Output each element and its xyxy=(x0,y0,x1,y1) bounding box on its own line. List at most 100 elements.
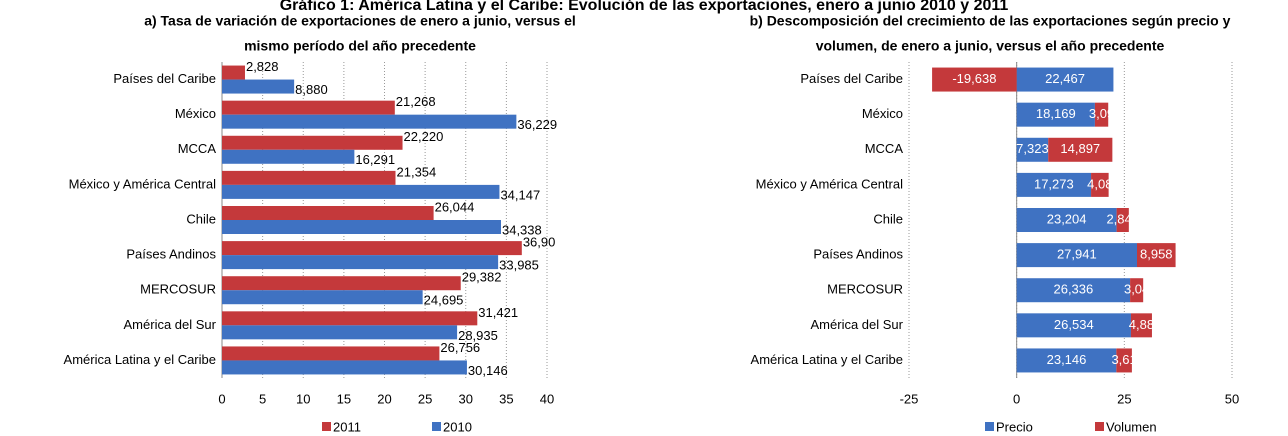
bar xyxy=(222,290,423,305)
x-tick-label: 5 xyxy=(259,391,266,406)
bar xyxy=(222,135,403,150)
category-label: México xyxy=(175,106,216,121)
x-tick-label: 30 xyxy=(459,391,473,406)
data-label: 4,88 xyxy=(1129,317,1154,332)
category-label: México xyxy=(862,106,903,121)
data-label: 14,897 xyxy=(1060,141,1100,156)
data-label: 23,204 xyxy=(1047,211,1087,226)
chart-title: Gráfico 1: América Latina y el Caribe: E… xyxy=(280,0,1009,14)
panel-title: volumen, de enero a junio, versus el año… xyxy=(816,38,1165,54)
data-label: 3,04 xyxy=(1124,282,1149,297)
legend-label: 2010 xyxy=(443,419,472,434)
x-tick-label: 40 xyxy=(540,391,554,406)
data-label: 21,268 xyxy=(396,94,436,109)
category-label: Países Andinos xyxy=(813,247,903,262)
category-label: América Latina y el Caribe xyxy=(64,352,216,367)
bar-segment xyxy=(1016,67,1114,92)
bar-segment xyxy=(1016,208,1117,232)
category-label: Chile xyxy=(873,211,903,226)
bar-segment xyxy=(1116,208,1129,232)
bar-segment xyxy=(1116,348,1132,373)
category-label: MCCA xyxy=(865,141,904,156)
category-label: México y América Central xyxy=(69,176,216,191)
data-label: 3,09 xyxy=(1089,106,1114,121)
x-tick-label: 0 xyxy=(218,391,225,406)
bar xyxy=(222,255,499,270)
bar-segment xyxy=(1016,243,1137,268)
legend-swatch xyxy=(322,422,331,431)
legend-label: Precio xyxy=(996,419,1033,434)
x-tick-label: 0 xyxy=(1013,391,1020,406)
bar-segment xyxy=(1016,278,1131,303)
bar xyxy=(222,220,501,234)
data-label: 31,421 xyxy=(478,305,518,320)
bar xyxy=(222,346,440,361)
data-label: 30,146 xyxy=(468,363,508,378)
category-label: MERCOSUR xyxy=(140,282,216,297)
data-label: 28,935 xyxy=(458,328,498,343)
bar xyxy=(222,276,461,291)
category-label: Países Andinos xyxy=(126,247,216,262)
x-tick-label: 25 xyxy=(1117,391,1131,406)
bar-segment xyxy=(1048,137,1113,162)
data-label: 4,08 xyxy=(1087,176,1112,191)
bar xyxy=(222,79,295,94)
x-tick-label: 25 xyxy=(418,391,432,406)
data-label: 36,229 xyxy=(517,117,557,132)
data-label: 29,382 xyxy=(462,270,502,285)
data-label: 23,146 xyxy=(1047,352,1087,367)
category-label: América Latina y el Caribe xyxy=(751,352,903,367)
category-label: Chile xyxy=(186,211,216,226)
data-label: 26,336 xyxy=(1053,282,1093,297)
data-label: 34,147 xyxy=(500,187,540,202)
data-label: 27,941 xyxy=(1057,247,1097,262)
legend-swatch xyxy=(985,422,994,431)
bar-segment xyxy=(932,67,1017,92)
bar xyxy=(222,114,517,129)
data-label: 8,880 xyxy=(295,82,328,97)
data-label: 16,291 xyxy=(355,152,395,167)
x-tick-label: 20 xyxy=(377,391,391,406)
data-label: 17,273 xyxy=(1034,176,1074,191)
data-label: 36,90 xyxy=(523,235,556,250)
legend-swatch xyxy=(432,422,441,431)
bar xyxy=(222,184,500,199)
data-label: 2,828 xyxy=(246,59,279,74)
data-label: 26,044 xyxy=(435,199,475,214)
bar xyxy=(222,149,355,164)
panel-title: b) Descomposición del crecimiento de las… xyxy=(750,13,1231,29)
data-label: 26,756 xyxy=(440,340,480,355)
bar-segment xyxy=(1094,102,1109,127)
x-tick-label: 50 xyxy=(1225,391,1239,406)
x-tick-label: 35 xyxy=(499,391,513,406)
bar xyxy=(222,311,478,326)
bar-segment xyxy=(1016,137,1049,162)
bar-segment xyxy=(1016,348,1117,373)
data-label: 3,61 xyxy=(1111,352,1136,367)
data-label: 22,467 xyxy=(1045,71,1085,86)
category-label: México y América Central xyxy=(756,176,903,191)
legend-label: Volumen xyxy=(1106,419,1157,434)
data-label: 7,323 xyxy=(1016,141,1049,156)
legend-swatch xyxy=(1095,422,1104,431)
data-label: 18,169 xyxy=(1036,106,1076,121)
data-label: 8,958 xyxy=(1140,247,1173,262)
bar-segment xyxy=(1016,102,1095,127)
panel-title: mismo período del año precedente xyxy=(244,38,476,54)
data-label: 2,840 xyxy=(1106,211,1139,226)
panel-title: a) Tasa de variación de exportaciones de… xyxy=(144,13,576,29)
bar xyxy=(222,241,522,256)
category-label: América del Sur xyxy=(124,317,217,332)
bar xyxy=(222,170,396,185)
bar-segment xyxy=(1130,278,1144,303)
x-tick-label: 10 xyxy=(296,391,310,406)
data-label: 34,338 xyxy=(502,222,542,237)
bar-segment xyxy=(1091,172,1109,197)
bar xyxy=(222,360,467,375)
category-label: MERCOSUR xyxy=(827,282,903,297)
bar xyxy=(222,206,434,220)
bar-segment xyxy=(1130,313,1152,338)
bar-segment xyxy=(1016,172,1092,197)
data-label: 26,534 xyxy=(1054,317,1094,332)
